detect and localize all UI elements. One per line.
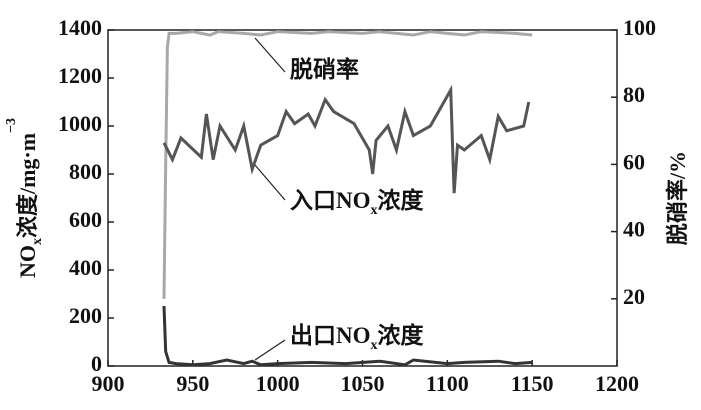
x-tick-label: 1100: [426, 371, 469, 396]
y-axis-label-part: NO: [15, 245, 40, 278]
y-tick-label: 1200: [58, 63, 102, 88]
y-tick-label: 800: [69, 159, 102, 184]
y2-tick-label: 100: [623, 15, 656, 40]
annotation-part: 浓度: [378, 322, 425, 348]
y2-axis-label: 脱硝率/%: [665, 151, 690, 245]
annotation-part: x: [371, 203, 378, 218]
x-tick-label: 1000: [256, 371, 300, 396]
line-series: [162, 30, 533, 299]
y-tick-label: 400: [69, 255, 102, 280]
y2-tick-label: 20: [623, 284, 645, 309]
line-series: [162, 84, 531, 194]
y-tick-label: 200: [69, 303, 102, 328]
annotation-part: 入口NO: [290, 188, 371, 213]
y2-tick-label: 40: [623, 217, 645, 242]
annotation-leader: [254, 339, 286, 361]
line-series: [162, 305, 533, 367]
annotation: 脱硝率: [290, 56, 359, 82]
y-tick-label: 0: [91, 351, 102, 376]
x-tick-label: 900: [92, 371, 125, 396]
y-axis-label: NOx浓度/mg·m−3: [4, 118, 45, 278]
y-axis-label-part: −3: [4, 118, 19, 133]
annotation-leader: [254, 37, 286, 73]
annotation-part: 出口NO: [290, 323, 371, 348]
y2-tick-label: 80: [623, 82, 645, 107]
x-tick-label: 950: [176, 371, 209, 396]
annotation-part: 浓度: [378, 187, 425, 213]
annotation-part: 脱硝率: [290, 56, 359, 82]
y-tick-label: 600: [69, 207, 102, 232]
y-tick-label: 1000: [58, 111, 102, 136]
y-axis-label-part: 浓度/mg·m: [15, 133, 40, 238]
annotation: 入口NOx浓度: [290, 187, 425, 218]
y-tick-label: 1400: [58, 15, 102, 40]
x-tick-label: 1200: [595, 371, 639, 396]
y2-tick-label: 60: [623, 149, 645, 174]
y-axis-label-part: x: [30, 238, 45, 245]
annotation-leader: [254, 164, 286, 201]
x-tick-label: 1150: [511, 371, 554, 396]
annotation-part: x: [371, 338, 378, 353]
x-tick-label: 1050: [341, 371, 385, 396]
annotation: 出口NOx浓度: [290, 322, 425, 353]
